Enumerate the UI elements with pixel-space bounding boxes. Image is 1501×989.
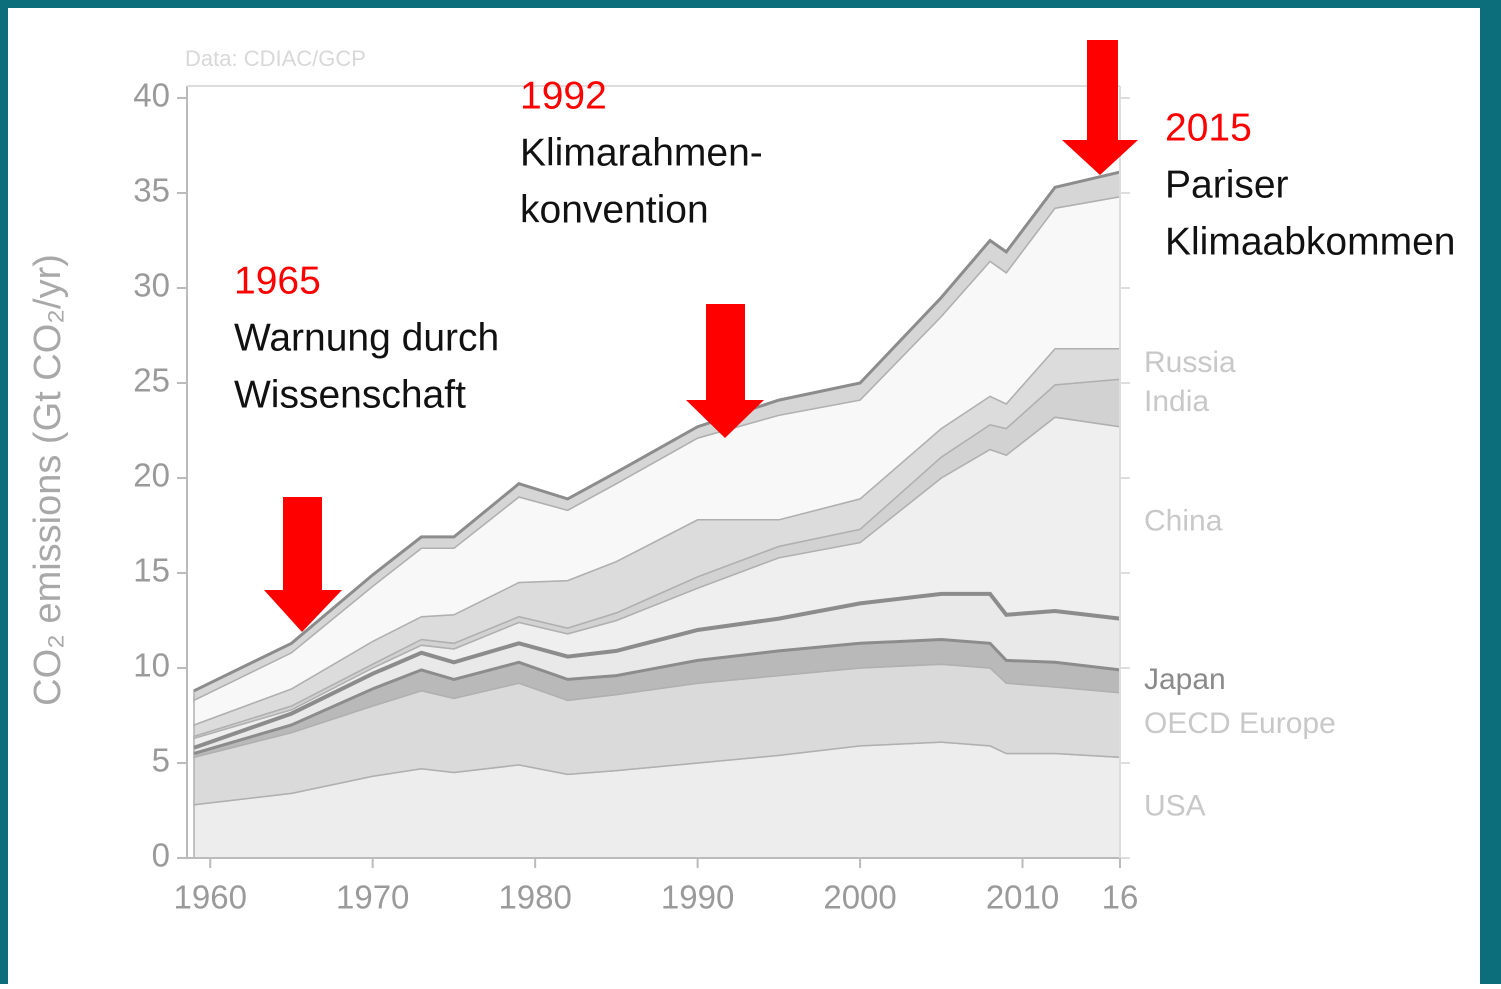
arrow: [686, 304, 764, 438]
series-label: China: [1144, 505, 1223, 538]
y-tick-label: 35: [133, 172, 170, 209]
annotation-text: Klimaabkommen: [1165, 220, 1455, 263]
series-label: USA: [1144, 790, 1206, 823]
y-tick-label: 15: [133, 552, 170, 589]
boundary-line: [193, 591, 1121, 750]
series-label: Japan: [1144, 663, 1226, 696]
x-tick-label: 2010: [986, 879, 1059, 916]
x-tick-label: 2000: [823, 879, 896, 916]
plot-area: USA OECD Europe Japan China India Russia 0 5 10 1…: [133, 77, 1335, 916]
annotation-year: 2015: [1165, 106, 1252, 149]
arrow: [1062, 40, 1138, 175]
annotation-text: Pariser: [1165, 163, 1289, 206]
annotations: 1965 Warnung durch Wissenschaft 1992 Klimara…: [234, 74, 1455, 416]
annotation-text: Klimarahmen-: [520, 131, 763, 174]
arrows: [264, 40, 1138, 632]
annotation-text: Wissenschaft: [234, 373, 466, 416]
y-tick-label: 30: [133, 267, 170, 304]
y-tick-label: 20: [133, 457, 170, 494]
y-tick-label: 40: [133, 77, 170, 114]
x-tick-label: 1980: [498, 879, 571, 916]
annotation-text: Warnung durch: [234, 316, 499, 359]
series-label: India: [1144, 385, 1209, 418]
y-tick-label: 0: [152, 837, 170, 874]
y-tick-label: 25: [133, 362, 170, 399]
x-tick-label: 1990: [661, 879, 734, 916]
annotation-year: 1965: [234, 259, 321, 302]
y-tick-label: 10: [133, 647, 170, 684]
y-axis-label: CO₂ emissions (Gt CO₂/yr): [27, 254, 69, 706]
x-tick-label: 1970: [336, 879, 409, 916]
x-tick-label: 16: [1102, 879, 1139, 916]
boundary-line: [193, 170, 1121, 693]
source: Data: CDIAC/GCP: [185, 46, 366, 71]
y-tick-label: 5: [152, 742, 170, 779]
series-label: OECD Europe: [1144, 707, 1336, 740]
boundary-line: [193, 637, 1121, 755]
series-label: Russia: [1144, 346, 1236, 379]
annotation-text: konvention: [520, 188, 709, 231]
arrow: [264, 497, 342, 632]
x-tick-label: 1960: [174, 879, 247, 916]
annotation-year: 1992: [520, 74, 607, 117]
